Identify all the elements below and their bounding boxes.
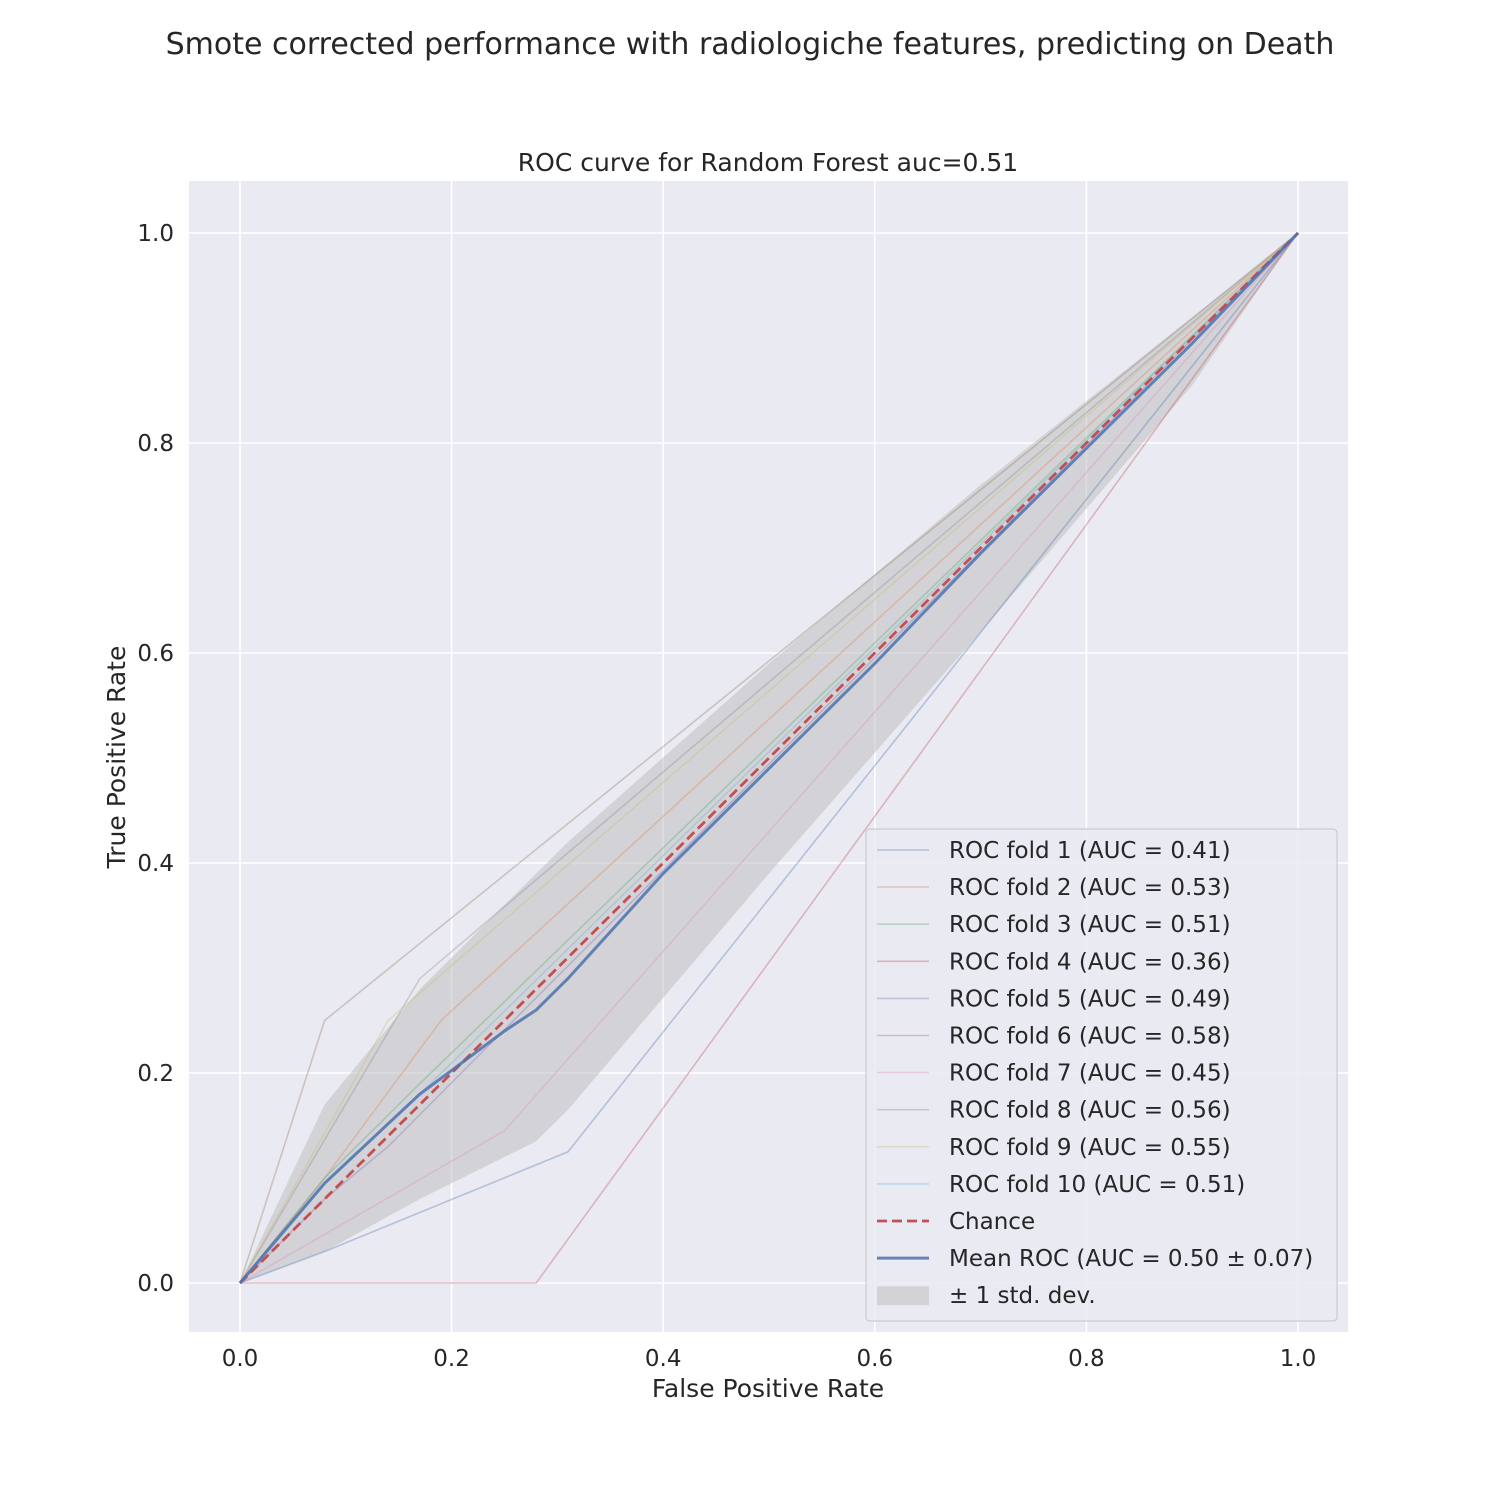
roc-fold-7-line [239,232,1299,1284]
legend-label: ROC fold 2 (AUC = 0.53) [949,875,1231,901]
y-tick-labels: 0.0 0.2 0.4 0.6 0.8 1.0 [137,221,174,1297]
roc-fold-6-line [239,232,1299,1284]
legend-box [865,828,1338,1322]
y-axis-label: True Positive Rate [102,646,131,870]
legend-label: ROC fold 10 (AUC = 0.51) [949,1172,1245,1198]
legend-label: ROC fold 4 (AUC = 0.36) [949,949,1231,975]
legend-label: ROC fold 5 (AUC = 0.49) [949,986,1231,1012]
legend-swatch [877,1286,929,1306]
roc-fold-1-line [239,232,1299,1284]
y-tick-label: 0.0 [137,1271,174,1297]
x-tick-label: 0.6 [857,1346,894,1372]
figure-suptitle: Smote corrected performance with radiolo… [166,27,1335,62]
legend-label: ROC fold 6 (AUC = 0.58) [949,1024,1231,1050]
roc-fold-4-line [240,232,1299,1284]
x-tick-label: 0.4 [645,1346,682,1372]
y-tick-label: 0.2 [137,1061,174,1087]
mean-roc-line [238,231,1300,1284]
y-tick-label: 0.6 [137,641,174,667]
y-tick-label: 0.8 [137,431,174,457]
legend-label: ROC fold 7 (AUC = 0.45) [949,1061,1231,1087]
legend-label: ROC fold 3 (AUC = 0.51) [949,912,1231,938]
roc-fold-5-line [239,232,1299,1284]
roc-fold-9-line [239,232,1299,1284]
x-tick-label: 0.8 [1068,1346,1105,1372]
chance-line-group [239,232,1299,1284]
x-tick-labels: 0.0 0.2 0.4 0.6 0.8 1.0 [222,1346,1317,1372]
x-axis-label: False Positive Rate [652,1374,884,1403]
chance-line [239,232,1299,1284]
legend-label: ± 1 std. dev. [949,1283,1096,1309]
legend-label: Mean ROC (AUC = 0.50 ± 0.07) [949,1246,1313,1272]
fold-lines [239,232,1299,1284]
roc-fold-2-line [239,232,1299,1284]
x-tick-label: 0.0 [222,1346,259,1372]
legend: ROC fold 1 (AUC = 0.41) ROC fold 2 (AUC =… [865,828,1338,1322]
legend-label: ROC fold 1 (AUC = 0.41) [949,838,1231,864]
legend-label: Chance [949,1209,1035,1235]
x-tick-label: 1.0 [1280,1346,1317,1372]
legend-label: ROC fold 9 (AUC = 0.55) [949,1135,1231,1161]
y-tick-label: 1.0 [137,221,174,247]
roc-fold-8-line [239,232,1299,1284]
chart-title: ROC curve for Random Forest auc=0.51 [518,148,1018,177]
y-tick-label: 0.4 [137,851,174,877]
x-tick-label: 0.2 [433,1346,470,1372]
roc-fold-3-line [239,232,1299,1284]
mean-roc-group [238,231,1300,1284]
legend-label: ROC fold 8 (AUC = 0.56) [949,1098,1231,1124]
